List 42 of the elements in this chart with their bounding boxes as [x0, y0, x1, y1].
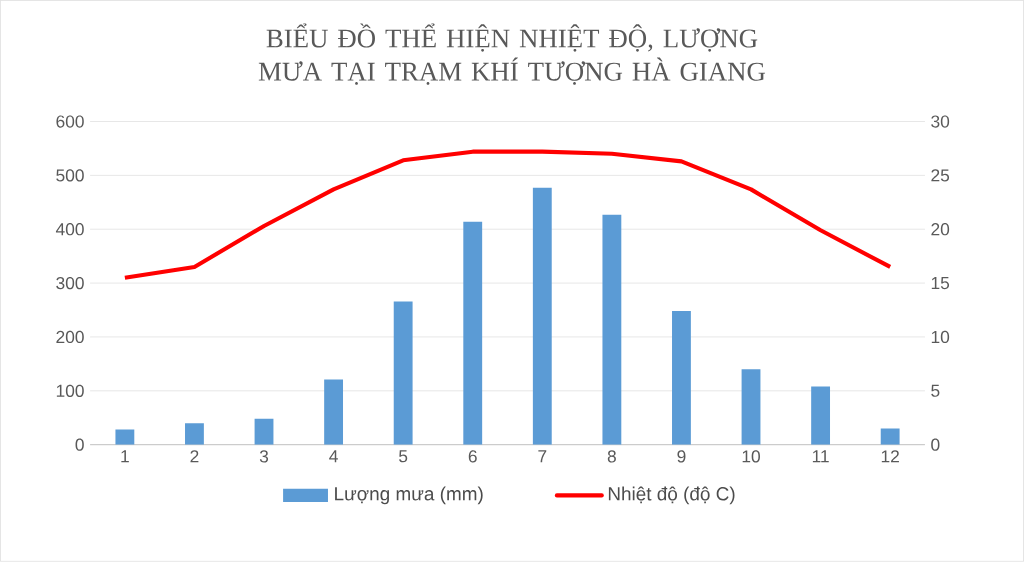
- x-tick-label: 2: [190, 450, 199, 463]
- bar: [393, 301, 413, 445]
- bar: [532, 187, 552, 445]
- bar: [741, 369, 761, 445]
- y-tick-label: 400: [55, 223, 84, 236]
- bar: [115, 429, 135, 445]
- bar: [602, 214, 622, 445]
- y-tick-label: 200: [56, 330, 84, 344]
- bar: [254, 418, 274, 445]
- legend-label: Lượng mưa (mm): [335, 486, 483, 505]
- x-tick-label: 5: [399, 450, 408, 463]
- legend-label: Nhiệt độ (độ C): [608, 486, 735, 505]
- y2-tick-label: 20: [931, 223, 950, 236]
- x-tick-label: 6: [468, 450, 477, 463]
- x-tick-label: 9: [677, 450, 686, 463]
- y2-tick-label: 5: [931, 384, 940, 398]
- chart-title: BIỂU ĐỒ THỂ HIỆN NHIỆT ĐỘ, LƯỢNG MƯA TẠI TRẠM KHÍ TƯỢNG HÀ GIANG: [258, 23, 766, 85]
- x-tick-label: 12: [881, 450, 899, 463]
- y-tick-label: 500: [56, 169, 84, 182]
- bar: [880, 428, 900, 445]
- y-tick-label: 100: [56, 384, 84, 398]
- y2-tick-label: 25: [931, 169, 950, 182]
- bar: [672, 311, 691, 445]
- y-tick-label: 0: [75, 438, 84, 451]
- y2-tick-label: 10: [931, 330, 950, 344]
- y2-tick-label: 15: [931, 277, 950, 290]
- y2-tick-label: 0: [931, 438, 940, 451]
- y-tick-label: 600: [56, 115, 84, 128]
- x-tick-label: 1: [121, 450, 129, 463]
- y-tick-label: 300: [56, 277, 84, 290]
- bar: [463, 221, 483, 445]
- x-tick-label: 7: [538, 450, 547, 463]
- x-tick-label: 8: [607, 450, 616, 463]
- x-tick-label: 11: [812, 450, 829, 463]
- x-tick-label: 10: [742, 450, 760, 463]
- x-tick-label: 4: [329, 450, 338, 463]
- x-tick-label: 3: [259, 450, 269, 463]
- bar: [811, 386, 831, 445]
- y2-tick-label: 30: [931, 115, 950, 128]
- bar: [324, 379, 344, 445]
- line-series: [122, 149, 893, 280]
- bar: [185, 423, 204, 445]
